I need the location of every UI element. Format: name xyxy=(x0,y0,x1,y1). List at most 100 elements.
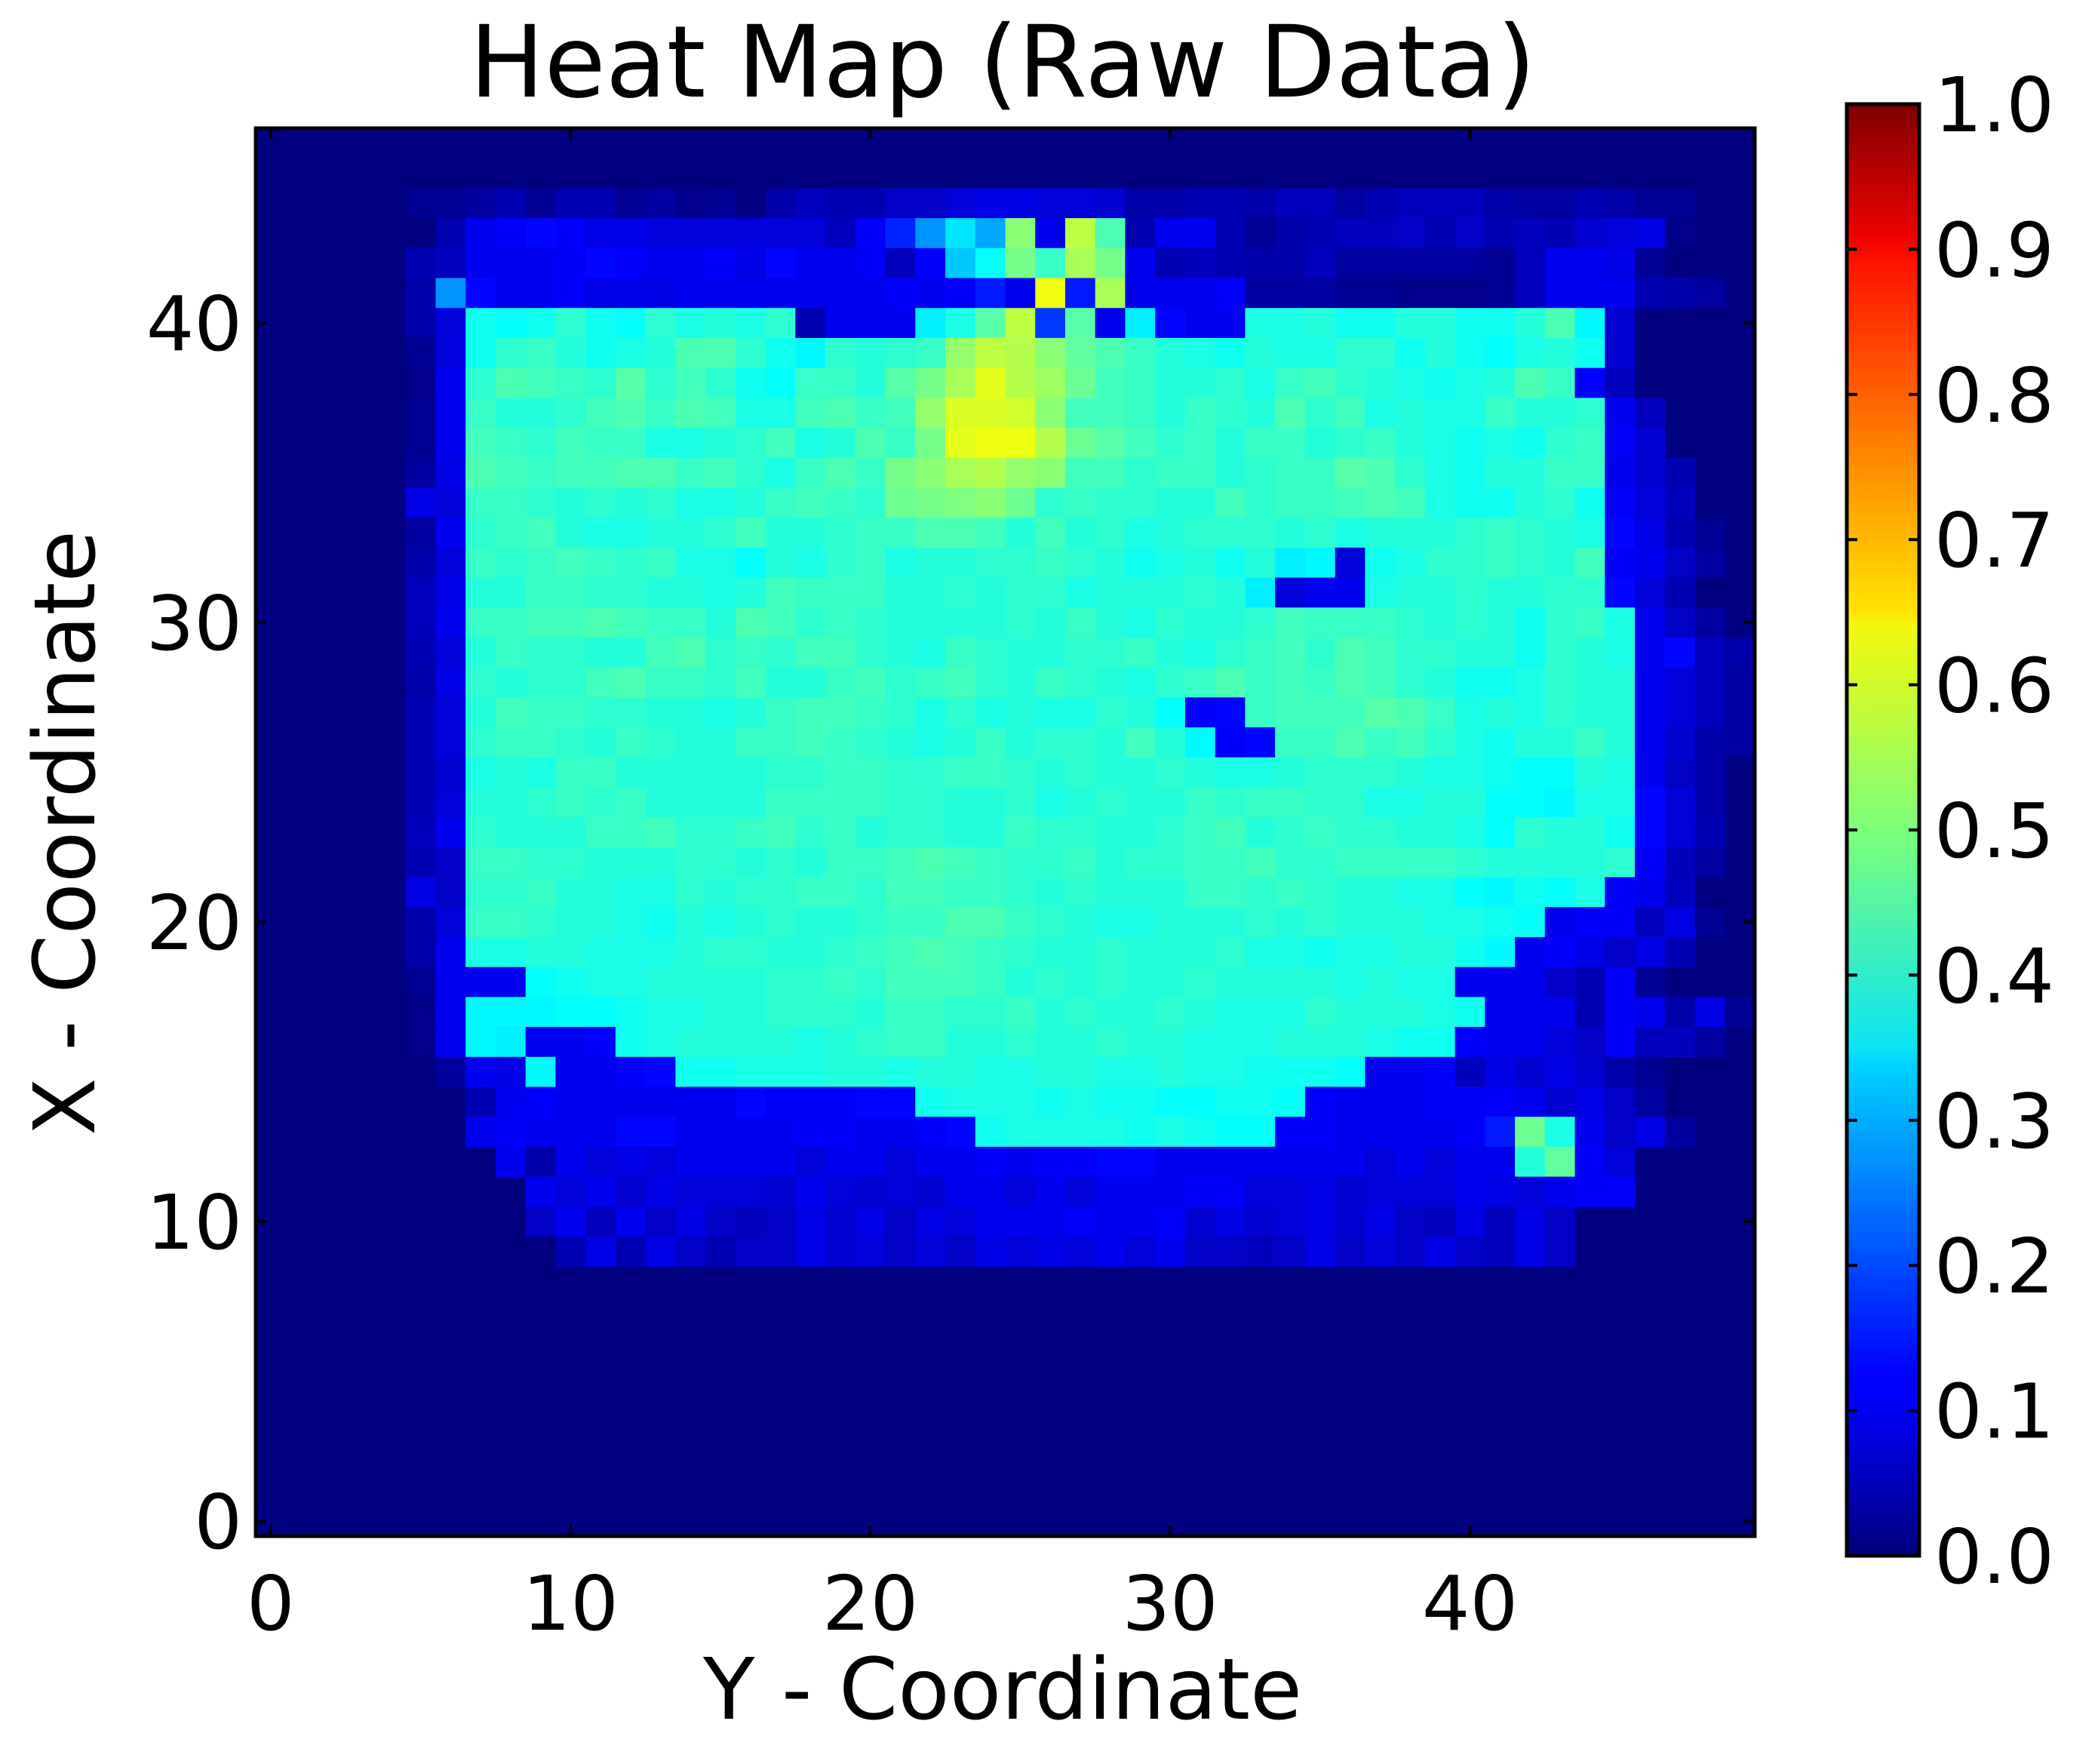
heatmap-cell xyxy=(1424,367,1456,398)
heatmap-cell xyxy=(525,1176,556,1207)
heatmap-cell xyxy=(1335,1176,1365,1207)
heatmap-cell xyxy=(945,398,976,429)
heatmap-cell xyxy=(1064,308,1096,339)
heatmap-cell xyxy=(1605,757,1636,788)
heatmap-cell xyxy=(885,877,916,908)
heatmap-cell xyxy=(1095,817,1126,848)
heatmap-cell xyxy=(1275,487,1306,518)
heatmap-cell xyxy=(855,877,886,908)
heatmap-cell xyxy=(855,637,886,668)
heatmap-cell xyxy=(1335,1027,1365,1058)
heatmap-cell xyxy=(1125,877,1156,908)
heatmap-cell xyxy=(1605,997,1636,1028)
heatmap-cell xyxy=(705,487,736,518)
heatmap-cell xyxy=(915,877,946,908)
heatmap-cell xyxy=(1605,637,1636,668)
heatmap-cell xyxy=(405,637,437,668)
heatmap-cell xyxy=(1605,428,1636,459)
heatmap-cell xyxy=(1064,1236,1096,1268)
heatmap-cell xyxy=(1245,547,1276,579)
heatmap-cell xyxy=(1605,667,1636,698)
heatmap-cell xyxy=(1424,577,1456,608)
heatmap-cell xyxy=(1335,877,1365,908)
heatmap-cell xyxy=(975,907,1006,938)
heatmap-cell xyxy=(465,218,496,249)
heatmap-cell xyxy=(1035,727,1066,758)
heatmap-cell xyxy=(1064,787,1096,818)
heatmap-cell xyxy=(795,967,826,997)
heatmap-cell xyxy=(1125,577,1156,608)
heatmap-cell xyxy=(1035,428,1066,459)
heatmap-cell xyxy=(1515,428,1546,459)
heatmap-cell xyxy=(1454,547,1485,579)
heatmap-cell xyxy=(495,847,527,878)
heatmap-cell xyxy=(1005,518,1036,549)
heatmap-cell xyxy=(825,218,856,249)
heatmap-cell xyxy=(705,367,736,398)
heatmap-cell xyxy=(615,727,647,758)
heatmap-cell xyxy=(1035,697,1066,728)
heatmap-cell xyxy=(1365,518,1396,549)
heatmap-cell xyxy=(1155,518,1186,549)
heatmap-cell xyxy=(1544,637,1576,668)
heatmap-cell xyxy=(1064,607,1096,638)
heatmap-cell xyxy=(1335,936,1365,968)
heatmap-cell xyxy=(465,637,496,668)
heatmap-cell xyxy=(705,308,736,339)
colorbar-tick-label: 0.1 xyxy=(1934,1368,2054,1456)
heatmap-cell xyxy=(1574,428,1605,459)
heatmap-cell xyxy=(1664,817,1696,848)
heatmap-cell xyxy=(1485,997,1516,1028)
heatmap-cell xyxy=(1544,577,1576,608)
heatmap-cell xyxy=(1395,997,1426,1028)
heatmap-cell xyxy=(1485,1056,1516,1088)
heatmap-cell xyxy=(1095,518,1126,549)
heatmap-cell xyxy=(525,697,556,728)
heatmap-cell xyxy=(885,1176,916,1207)
heatmap-cell xyxy=(945,1206,976,1237)
heatmap-cell xyxy=(765,1176,796,1207)
heatmap-cell xyxy=(1395,967,1426,997)
heatmap-cell xyxy=(1485,278,1516,309)
heatmap-cell xyxy=(525,367,556,398)
heatmap-cell xyxy=(555,1117,586,1148)
heatmap-cell xyxy=(675,1146,706,1178)
heatmap-cell xyxy=(1155,1117,1186,1148)
heatmap-cell xyxy=(1335,697,1365,728)
heatmap-cell xyxy=(945,607,976,638)
heatmap-cell xyxy=(675,308,706,339)
heatmap-cell xyxy=(1365,1146,1396,1178)
heatmap-cell xyxy=(615,847,647,878)
heatmap-cell xyxy=(1155,607,1186,638)
heatmap-cell xyxy=(525,577,556,608)
heatmap-cell xyxy=(1694,787,1725,818)
heatmap-cell xyxy=(1635,247,1666,279)
heatmap-cell xyxy=(885,907,916,938)
heatmap-cell xyxy=(1395,547,1426,579)
heatmap-cell xyxy=(1635,697,1666,728)
heatmap-cell xyxy=(1574,487,1605,518)
heatmap-cell xyxy=(435,428,466,459)
heatmap-cell xyxy=(1365,667,1396,698)
heatmap-cell xyxy=(1064,278,1096,309)
heatmap-cell xyxy=(825,1027,856,1058)
heatmap-cell xyxy=(615,757,647,788)
heatmap-cell xyxy=(555,1146,586,1178)
heatmap-cell xyxy=(975,547,1006,579)
heatmap-cell xyxy=(1304,1117,1336,1148)
heatmap-cell xyxy=(915,727,946,758)
heatmap-cell xyxy=(1544,697,1576,728)
heatmap-cell xyxy=(1725,727,1756,758)
heatmap-cell xyxy=(1424,757,1456,788)
heatmap-cell xyxy=(1064,727,1096,758)
heatmap-cell xyxy=(1304,308,1336,339)
heatmap-cell xyxy=(885,936,916,968)
heatmap-cell xyxy=(495,1027,527,1058)
heatmap-cell xyxy=(1515,607,1546,638)
heatmap-cell xyxy=(1184,1206,1216,1237)
heatmap-cell xyxy=(1155,787,1186,818)
heatmap-cell xyxy=(1184,637,1216,668)
heatmap-cell xyxy=(615,817,647,848)
heatmap-cell xyxy=(1304,1206,1336,1237)
heatmap-cell xyxy=(765,247,796,279)
